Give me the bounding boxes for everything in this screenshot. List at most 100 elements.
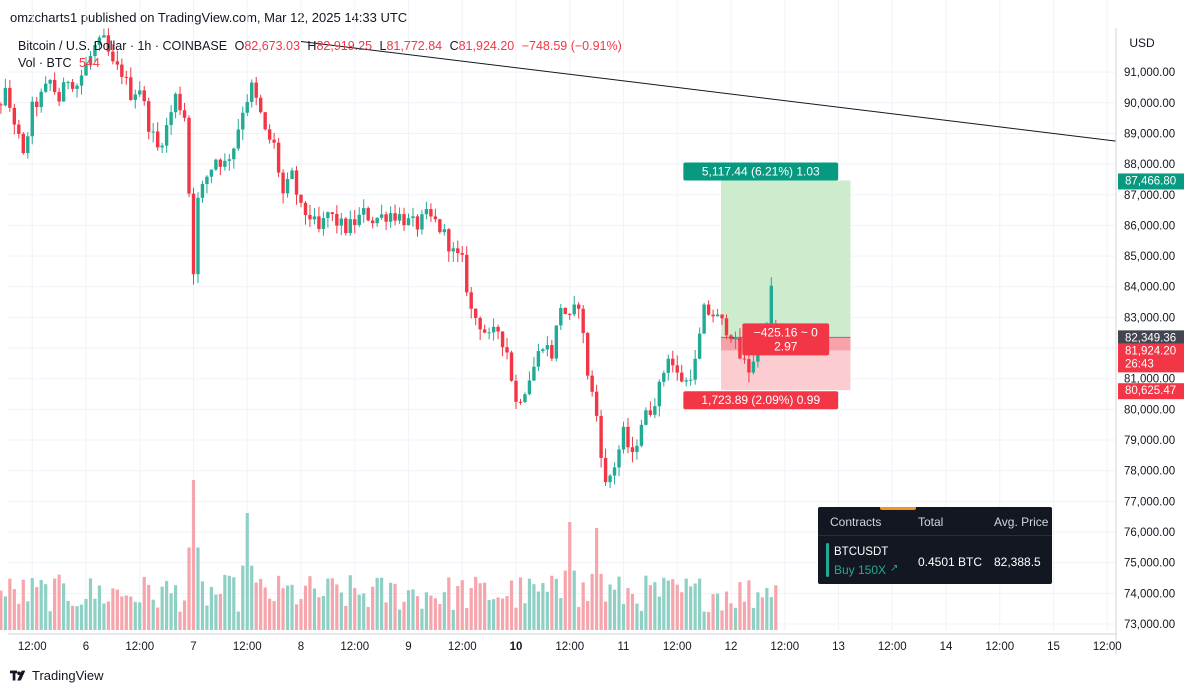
candle-body <box>147 101 151 132</box>
volume-bar <box>366 606 370 630</box>
candle-body <box>500 331 505 348</box>
price-tick-label: 79,000.00 <box>1124 435 1175 447</box>
volume-bar <box>469 587 473 630</box>
candle-body <box>456 248 460 254</box>
volume-bar <box>115 589 119 630</box>
candle-body <box>366 208 370 221</box>
volume-bar <box>626 588 630 630</box>
price-axis[interactable]: USD 73,000.00 74,000.00 75,000.00 76,000.00 7… <box>1115 28 1184 655</box>
volume-bar <box>30 578 34 630</box>
candle-body <box>124 76 129 78</box>
candle-body <box>348 219 352 234</box>
legend-low-label: L <box>379 39 387 53</box>
candle-body <box>706 304 711 315</box>
candle-body <box>209 169 214 177</box>
candle-body <box>232 148 236 160</box>
candle-body <box>335 213 339 226</box>
candle-body <box>84 64 88 76</box>
candle-body <box>644 410 648 425</box>
candle-body <box>733 337 738 340</box>
volume-bar <box>765 588 769 630</box>
candle-body <box>738 337 742 359</box>
candle-body <box>433 216 438 220</box>
volume-bar <box>26 601 30 630</box>
candle-body <box>496 326 500 332</box>
position-symbol: BTCUSDT <box>834 546 889 558</box>
candle-body <box>429 208 433 217</box>
candle-body <box>173 93 178 113</box>
volume-bar <box>505 596 509 630</box>
candle-body <box>317 216 321 229</box>
candle-body <box>155 131 160 148</box>
header-avg-price: Avg. Price <box>994 515 1049 529</box>
legend-symbol[interactable]: Bitcoin / U.S. Dollar · 1h · COINBASE <box>18 39 228 53</box>
edit-icon[interactable]: ↗ <box>890 563 899 574</box>
price-axis-currency: USD <box>1129 36 1155 50</box>
candle-body <box>536 351 541 367</box>
volume-bar <box>0 590 3 630</box>
candle-body <box>411 216 415 219</box>
time-tick-label: 6 <box>83 641 89 653</box>
entry-price-marker-bg <box>1118 330 1184 347</box>
volume-bar <box>648 585 652 630</box>
legend-volume-label[interactable]: Vol · BTC <box>18 56 72 70</box>
volume-bar <box>751 607 755 630</box>
time-tick-label: 8 <box>298 641 304 653</box>
candle-body <box>541 349 545 352</box>
candle-body <box>120 64 124 77</box>
volume-bar <box>259 578 263 630</box>
volume-bar <box>402 601 406 630</box>
candle-body <box>491 326 496 333</box>
candle-body <box>482 329 487 333</box>
volume-bar <box>590 573 594 630</box>
profit-zone <box>721 180 851 338</box>
candle-body <box>473 308 478 318</box>
candle-body <box>129 77 133 100</box>
position-avg-price: 82,388.5 <box>994 555 1041 569</box>
candle-body <box>267 129 272 140</box>
volume-bar <box>111 588 115 630</box>
volume-bar <box>214 594 218 630</box>
time-axis[interactable]: 12:00 6 12:00 7 12:00 8 12:00 9 12:00 10 12:00 11 12… <box>8 633 1122 653</box>
volume-bar <box>245 513 249 630</box>
candle-body <box>568 313 572 315</box>
volume-bar <box>715 593 720 630</box>
price-tick-label: 77,000.00 <box>1124 496 1175 508</box>
volume-bar <box>147 584 151 630</box>
candle-body <box>680 372 684 382</box>
time-tick-label: 12:00 <box>770 641 799 653</box>
volume-bar <box>200 581 205 630</box>
volume-bar <box>662 577 666 630</box>
volume-bar <box>187 547 191 630</box>
volume-bar <box>635 603 639 630</box>
position-panel[interactable]: Contracts Total Avg. Price BTCUSDT Buy 1… <box>818 507 1052 584</box>
candle-body <box>406 218 411 226</box>
volume-bar <box>509 580 514 630</box>
volume-bar <box>608 584 612 630</box>
volume-bar <box>39 579 43 630</box>
trendline[interactable] <box>300 40 1117 142</box>
candle-body <box>79 75 84 86</box>
volume-bar <box>151 599 155 630</box>
candle-body <box>370 220 375 224</box>
volume-bar <box>223 574 227 630</box>
time-tick-label: 12:00 <box>1093 641 1122 653</box>
price-tick-label: 84,000.00 <box>1124 282 1175 294</box>
candle-body <box>402 214 406 226</box>
candle-body <box>52 79 57 93</box>
volume-bar <box>630 593 635 630</box>
volume-bar <box>8 578 12 630</box>
candle-body <box>657 381 662 407</box>
candle-body <box>21 133 25 154</box>
candle-body <box>751 361 756 373</box>
volume-bar <box>120 596 124 630</box>
candle-body <box>57 92 61 102</box>
volume-bar <box>474 576 478 630</box>
candle-body <box>357 214 361 226</box>
volume-bar <box>312 588 317 630</box>
candle-body <box>182 110 187 118</box>
volume-bar <box>335 584 339 630</box>
candle-body <box>563 308 567 314</box>
volume-bar <box>388 582 393 630</box>
